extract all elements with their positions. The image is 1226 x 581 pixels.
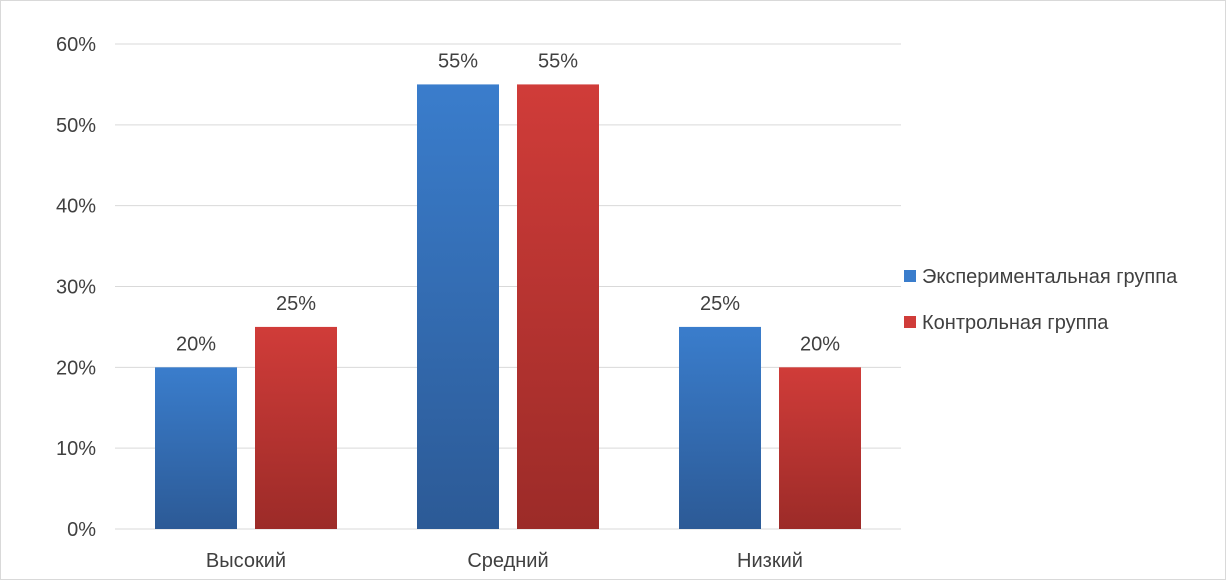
legend-label: Экспериментальная группа <box>922 266 1178 288</box>
bars <box>155 84 861 530</box>
y-tick-label: 40% <box>56 196 96 218</box>
data-label: 55% <box>538 50 578 72</box>
gridlines <box>115 43 901 530</box>
x-axis-tick-labels: Высокий Средний Низкий <box>206 550 803 572</box>
bar <box>417 84 499 530</box>
legend-swatch <box>904 270 916 282</box>
legend-swatch <box>904 316 916 328</box>
y-tick-label: 50% <box>56 115 96 137</box>
x-tick-label: Низкий <box>737 550 803 572</box>
data-label: 55% <box>438 50 478 72</box>
legend: Экспериментальная группа Контрольная груп… <box>904 266 1178 334</box>
y-tick-label: 30% <box>56 277 96 299</box>
legend-label: Контрольная группа <box>922 312 1109 334</box>
y-tick-label: 10% <box>56 438 96 460</box>
x-tick-label: Средний <box>467 550 548 572</box>
x-tick-label: Высокий <box>206 550 286 572</box>
bar <box>155 367 237 529</box>
bar <box>779 367 861 529</box>
y-axis-tick-labels: 0% 10% 20% 30% 40% 50% 60% <box>56 34 96 541</box>
bar <box>517 84 599 530</box>
data-label: 20% <box>176 333 216 355</box>
y-tick-label: 0% <box>67 519 96 541</box>
data-labels: 20% 25% 55% 55% 25% 20% <box>176 50 840 355</box>
y-tick-label: 20% <box>56 357 96 379</box>
y-tick-label: 60% <box>56 34 96 56</box>
bar <box>679 326 761 529</box>
bar <box>255 326 337 529</box>
data-label: 25% <box>276 293 316 315</box>
data-label: 25% <box>700 293 740 315</box>
data-label: 20% <box>800 333 840 355</box>
